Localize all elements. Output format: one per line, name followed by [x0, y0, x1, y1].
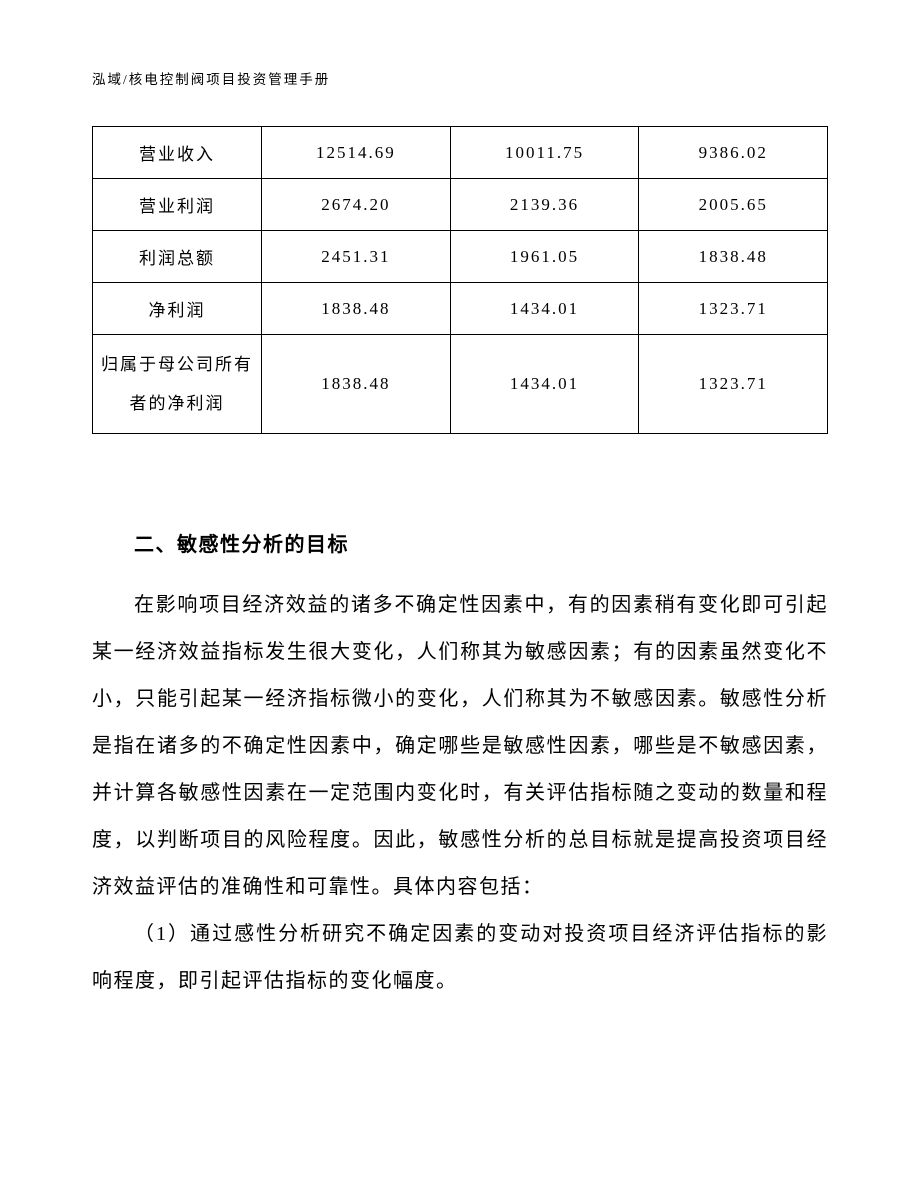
row-value: 10011.75: [450, 127, 639, 179]
row-value: 9386.02: [639, 127, 828, 179]
page-header: 泓域/核电控制阀项目投资管理手册: [92, 68, 828, 88]
table-row: 利润总额 2451.31 1961.05 1838.48: [93, 231, 828, 283]
document-page: 泓域/核电控制阀项目投资管理手册 营业收入 12514.69 10011.75 …: [0, 0, 920, 1065]
table-row: 归属于母公司所有者的净利润 1838.48 1434.01 1323.71: [93, 335, 828, 434]
financial-table: 营业收入 12514.69 10011.75 9386.02 营业利润 2674…: [92, 126, 828, 434]
row-value: 12514.69: [262, 127, 451, 179]
row-label: 营业收入: [93, 127, 262, 179]
row-value: 1838.48: [262, 335, 451, 434]
row-value: 2674.20: [262, 179, 451, 231]
row-value: 1434.01: [450, 335, 639, 434]
section-heading: 二、敏感性分析的目标: [92, 528, 828, 557]
row-value: 2139.36: [450, 179, 639, 231]
row-label: 营业利润: [93, 179, 262, 231]
table-row: 营业利润 2674.20 2139.36 2005.65: [93, 179, 828, 231]
body-paragraph: （1）通过感性分析研究不确定因素的变动对投资项目经济评估指标的影响程度，即引起评…: [92, 911, 828, 1005]
row-label: 归属于母公司所有者的净利润: [93, 335, 262, 434]
row-label: 净利润: [93, 283, 262, 335]
table-row: 营业收入 12514.69 10011.75 9386.02: [93, 127, 828, 179]
row-label: 利润总额: [93, 231, 262, 283]
row-value: 1961.05: [450, 231, 639, 283]
row-value: 1323.71: [639, 335, 828, 434]
table-row: 净利润 1838.48 1434.01 1323.71: [93, 283, 828, 335]
body-paragraph: 在影响项目经济效益的诸多不确定性因素中，有的因素稍有变化即可引起某一经济效益指标…: [92, 582, 828, 911]
row-value: 2451.31: [262, 231, 451, 283]
row-value: 1838.48: [262, 283, 451, 335]
row-value: 1434.01: [450, 283, 639, 335]
row-value: 1838.48: [639, 231, 828, 283]
row-value: 2005.65: [639, 179, 828, 231]
row-value: 1323.71: [639, 283, 828, 335]
